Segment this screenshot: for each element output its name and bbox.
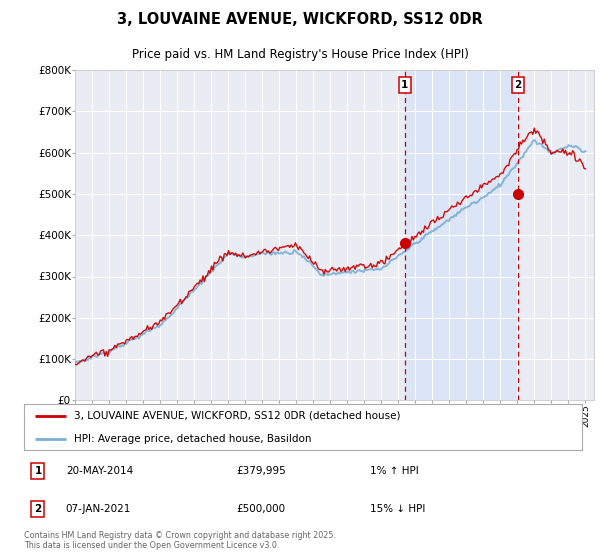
Text: 3, LOUVAINE AVENUE, WICKFORD, SS12 0DR (detached house): 3, LOUVAINE AVENUE, WICKFORD, SS12 0DR (…: [74, 410, 401, 421]
Text: 1% ↑ HPI: 1% ↑ HPI: [370, 466, 419, 477]
Text: 15% ↓ HPI: 15% ↓ HPI: [370, 504, 425, 514]
Text: 2: 2: [34, 504, 41, 514]
Text: 3, LOUVAINE AVENUE, WICKFORD, SS12 0DR: 3, LOUVAINE AVENUE, WICKFORD, SS12 0DR: [117, 12, 483, 27]
Text: £500,000: £500,000: [236, 504, 285, 514]
Text: 20-MAY-2014: 20-MAY-2014: [66, 466, 133, 477]
Text: 07-JAN-2021: 07-JAN-2021: [66, 504, 131, 514]
Text: £379,995: £379,995: [236, 466, 286, 477]
Text: Price paid vs. HM Land Registry's House Price Index (HPI): Price paid vs. HM Land Registry's House …: [131, 48, 469, 61]
Text: 1: 1: [401, 80, 409, 90]
Text: HPI: Average price, detached house, Basildon: HPI: Average price, detached house, Basi…: [74, 433, 312, 444]
Text: 1: 1: [34, 466, 41, 477]
Bar: [405, 70, 518, 400]
Text: 2: 2: [514, 80, 521, 90]
Text: Contains HM Land Registry data © Crown copyright and database right 2025.
This d: Contains HM Land Registry data © Crown c…: [24, 531, 336, 550]
